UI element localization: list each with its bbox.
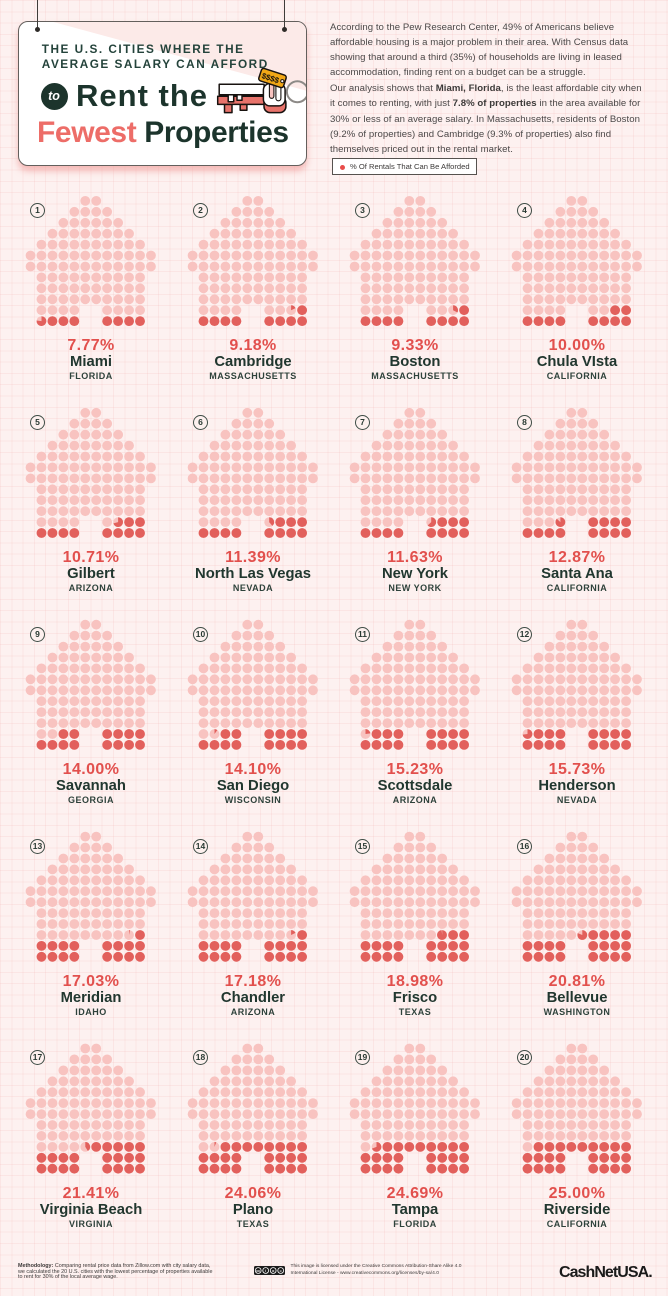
svg-text:i: i	[265, 1269, 266, 1273]
svg-text:o: o	[272, 1269, 275, 1273]
svg-text:=: =	[280, 1269, 282, 1273]
svg-text:cc: cc	[256, 1269, 260, 1273]
